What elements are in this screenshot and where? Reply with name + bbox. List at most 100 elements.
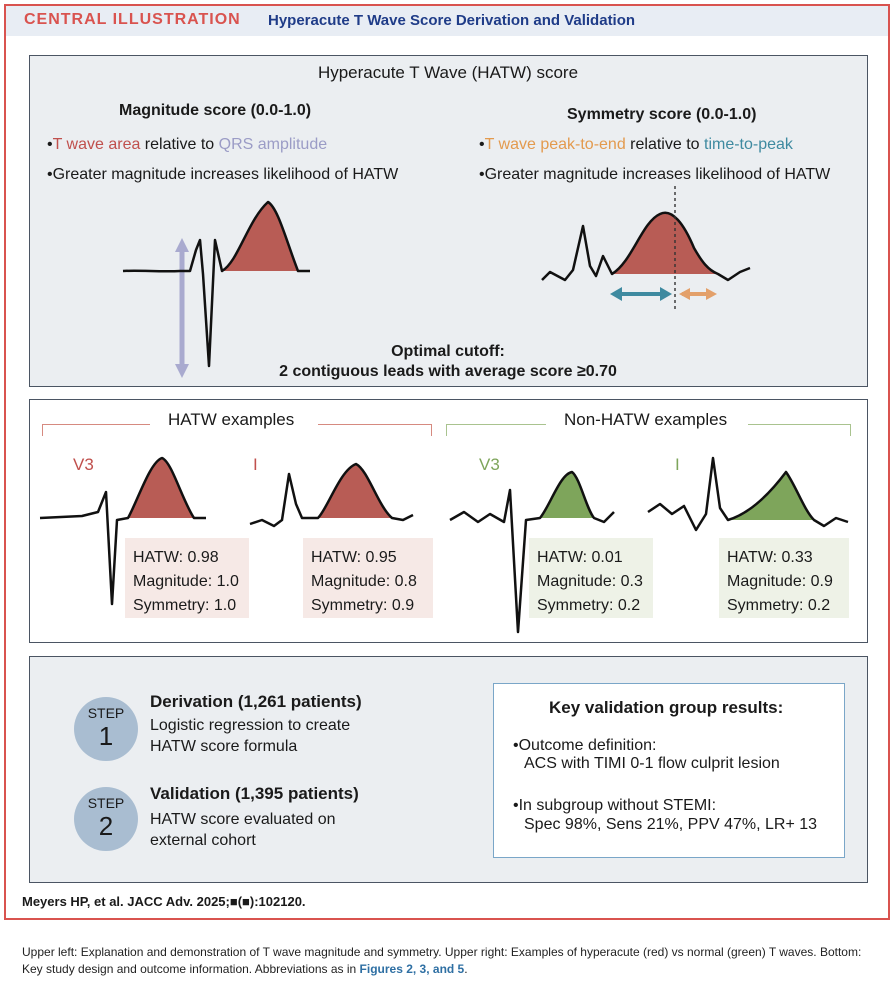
step-1-title: Derivation (1,261 patients): [150, 692, 362, 711]
key-results-box: [493, 683, 845, 858]
key-result-1-line-1: •Outcome definition:: [513, 737, 656, 755]
non-hatw-bracket-right: [748, 424, 851, 425]
arrow-up-icon: [175, 238, 189, 252]
hatw-value: HATW: 0.98: [133, 549, 219, 566]
symmetry-heading: Symmetry score (0.0-1.0): [567, 106, 757, 123]
bullet-dot: •: [479, 136, 485, 153]
ecg-trace: [449, 470, 615, 634]
ecg-trace: [647, 456, 849, 532]
bullet-dot: •: [513, 797, 519, 814]
lead-label-v3-hatw: V3: [73, 455, 94, 474]
magnitude-bullet-2: •Greater magnitude increases likelihood …: [47, 166, 398, 184]
t-wave-fill: [540, 472, 594, 518]
arrow-right-icon: [660, 287, 672, 301]
step-1-badge: STEP 1: [74, 697, 138, 761]
bullet-dot: •: [513, 737, 519, 754]
magnitude-ecg: [122, 200, 310, 378]
symmetry-value: Symmetry: 0.9: [311, 597, 415, 614]
symmetry-bullet-2: •Greater magnitude increases likelihood …: [479, 166, 830, 184]
bullet-dot: •: [47, 136, 53, 153]
step-1-line-2: HATW score formula: [150, 738, 298, 755]
ecg-trace: [39, 456, 206, 606]
qrs-amplitude-text: QRS amplitude: [218, 136, 328, 153]
step-2-line-1: HATW score evaluated on: [150, 811, 336, 828]
lead-label-v3-normal: V3: [479, 455, 500, 474]
key-result-2-label: In subgroup without STEMI:: [518, 797, 717, 814]
bullet-dot: •: [479, 166, 485, 183]
arrow-right-icon: [706, 288, 717, 300]
ecg-hatw-v3: [39, 456, 206, 606]
hatw-value: HATW: 0.95: [311, 549, 397, 566]
relative-to-text: relative to: [140, 136, 219, 153]
step-number: 1: [98, 721, 114, 751]
ecg-hatw-i: [249, 462, 414, 528]
ecg-normal-i: [647, 456, 849, 532]
symmetry-ecg-trace: [541, 211, 751, 282]
magnitude-value: Magnitude: 0.9: [727, 573, 833, 590]
t-wave-symmetry-fill: [612, 212, 718, 274]
symmetry-value: Symmetry: 0.2: [727, 597, 831, 614]
step-2-line-2: external cohort: [150, 832, 256, 849]
step-word: STEP: [87, 795, 125, 811]
cutoff-line-2: 2 contiguous leads with average score ≥0…: [279, 363, 617, 380]
key-result-1-label: Outcome definition:: [518, 737, 657, 754]
symmetry-bullet-1: •T wave peak-to-end relative to time-to-…: [479, 136, 793, 154]
hatw-bracket-tick: [42, 424, 43, 436]
arrow-left-icon: [679, 288, 690, 300]
arrow-left-icon: [610, 287, 622, 301]
bullet-dot: •: [47, 166, 53, 183]
step-2-badge: STEP 2: [74, 787, 138, 851]
symmetry-bullet-2-text: Greater magnitude increases likelihood o…: [484, 166, 831, 183]
lead-label-i-normal: I: [675, 455, 680, 474]
cutoff-line-1: Optimal cutoff:: [391, 343, 505, 360]
symmetry-value: Symmetry: 0.2: [537, 597, 641, 614]
hatw-bracket-left: [42, 424, 150, 425]
key-results-title: Key validation group results:: [549, 698, 784, 717]
normal-i-values: HATW: 0.33 Magnitude: 0.9 Symmetry: 0.2: [719, 538, 849, 618]
relative-to-text: relative to: [625, 136, 704, 153]
hatw-i-values: HATW: 0.95 Magnitude: 0.8 Symmetry: 0.9: [303, 538, 433, 618]
step-1-line-1: Logistic regression to create: [150, 717, 351, 734]
step-word: STEP: [87, 705, 125, 721]
key-result-2-line-1: •In subgroup without STEMI:: [513, 797, 716, 815]
hatw-value: HATW: 0.01: [537, 549, 623, 566]
key-result-2-line-2: Spec 98%, Sens 21%, PPV 47%, LR+ 13: [524, 816, 818, 833]
non-hatw-examples-label: Non-HATW examples: [564, 410, 728, 429]
hatw-bracket-right: [318, 424, 432, 425]
t-wave-fill: [318, 464, 392, 518]
caption-end: .: [464, 962, 468, 976]
illustration-header: CENTRAL ILLUSTRATION Hyperacute T Wave S…: [6, 6, 888, 36]
ecg-normal-v3: [449, 470, 615, 634]
non-hatw-bracket-tick: [850, 424, 851, 436]
normal-v3-values: HATW: 0.01 Magnitude: 0.3 Symmetry: 0.2: [529, 538, 653, 618]
citation: Meyers HP, et al. JACC Adv. 2025;■(■):10…: [22, 894, 306, 909]
hatw-bracket-tick: [431, 424, 432, 436]
step-number: 2: [98, 811, 114, 841]
peak-to-end-text: T wave peak-to-end: [484, 136, 626, 153]
t-wave-fill: [128, 458, 194, 518]
ecg-trace: [249, 462, 414, 528]
symmetry-ecg: [541, 186, 751, 312]
magnitude-ecg-trace: [122, 200, 310, 368]
hatw-value: HATW: 0.33: [727, 549, 813, 566]
illustration-title: Hyperacute T Wave Score Derivation and V…: [268, 12, 636, 29]
score-panel: [29, 55, 868, 387]
magnitude-value: Magnitude: 0.8: [311, 573, 417, 590]
non-hatw-bracket-left: [446, 424, 546, 425]
hatw-v3-values: HATW: 0.98 Magnitude: 1.0 Symmetry: 1.0: [125, 538, 249, 618]
caption-text: Upper left: Explanation and demonstratio…: [22, 945, 862, 976]
magnitude-bullet-2-text: Greater magnitude increases likelihood o…: [52, 166, 399, 183]
magnitude-heading: Magnitude score (0.0-1.0): [119, 102, 312, 119]
figure-caption: Upper left: Explanation and demonstratio…: [22, 944, 878, 978]
magnitude-value: Magnitude: 0.3: [537, 573, 643, 590]
key-result-1-line-2: ACS with TIMI 0-1 flow culprit lesion: [524, 755, 780, 772]
non-hatw-bracket-tick: [446, 424, 447, 436]
figure-link[interactable]: Figures 2, 3, and 5: [359, 962, 465, 976]
symmetry-value: Symmetry: 1.0: [133, 597, 237, 614]
step-2-title: Validation (1,395 patients): [150, 784, 359, 803]
score-panel-title: Hyperacute T Wave (HATW) score: [317, 63, 579, 82]
magnitude-value: Magnitude: 1.0: [133, 573, 239, 590]
time-to-peak-text: time-to-peak: [704, 136, 793, 153]
central-illustration-tag: CENTRAL ILLUSTRATION: [24, 11, 241, 28]
